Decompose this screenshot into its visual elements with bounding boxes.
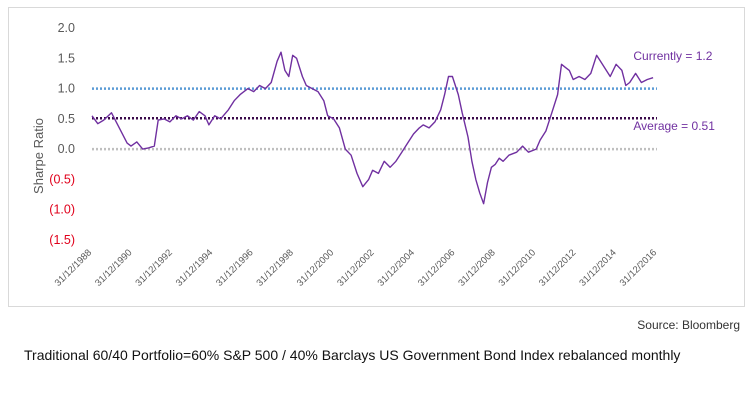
y-tick-label: 1.5 [58,51,75,65]
y-tick-label: (1.0) [49,203,75,217]
x-tick-label: 31/12/2016 [618,247,659,288]
x-tick-label: 31/12/2012 [537,247,578,288]
y-tick-label: 1.0 [58,82,75,96]
y-axis-label: Sharpe Ratio [31,118,46,194]
x-tick-label: 31/12/1990 [93,247,134,288]
x-tick-label: 31/12/1998 [255,247,296,288]
x-tick-label: 31/12/1996 [214,247,255,288]
source-note: Source: Bloomberg [637,318,740,332]
y-tick-label: (0.5) [49,172,75,186]
x-tick-label: 31/12/2002 [335,247,376,288]
chart-caption: Traditional 60/40 Portfolio=60% S&P 500 … [24,347,681,363]
sharpe-ratio-series-line [91,51,654,205]
x-tick-label: 31/12/2008 [456,247,497,288]
x-tick-label: 31/12/2006 [416,247,457,288]
x-tick-label: 31/12/1994 [174,247,215,288]
chart-frame: 2.0 1.5 1.0 0.5 0.0 (0.5) (1.0) (1.5) 31/12/198… [8,7,745,307]
x-tick-label: 31/12/1992 [133,247,174,288]
average-annotation: Average = 0.51 [633,119,715,133]
y-tick-label: 0.0 [58,142,75,156]
y-tick-label: 0.5 [58,112,75,126]
x-tick-label: 31/12/2004 [376,247,417,288]
x-tick-label: 31/12/2000 [295,247,336,288]
x-tick-label: 31/12/2010 [497,247,538,288]
y-tick-label: 2.0 [58,21,75,35]
x-tick-label: 31/12/1988 [53,247,94,288]
y-tick-label: (1.5) [49,233,75,247]
currently-annotation: Currently = 1.2 [633,49,712,63]
x-tick-label: 31/12/2014 [577,247,618,288]
sharpe-ratio-chart: 2.0 1.5 1.0 0.5 0.0 (0.5) (1.0) (1.5) 31/12/198… [31,21,715,289]
